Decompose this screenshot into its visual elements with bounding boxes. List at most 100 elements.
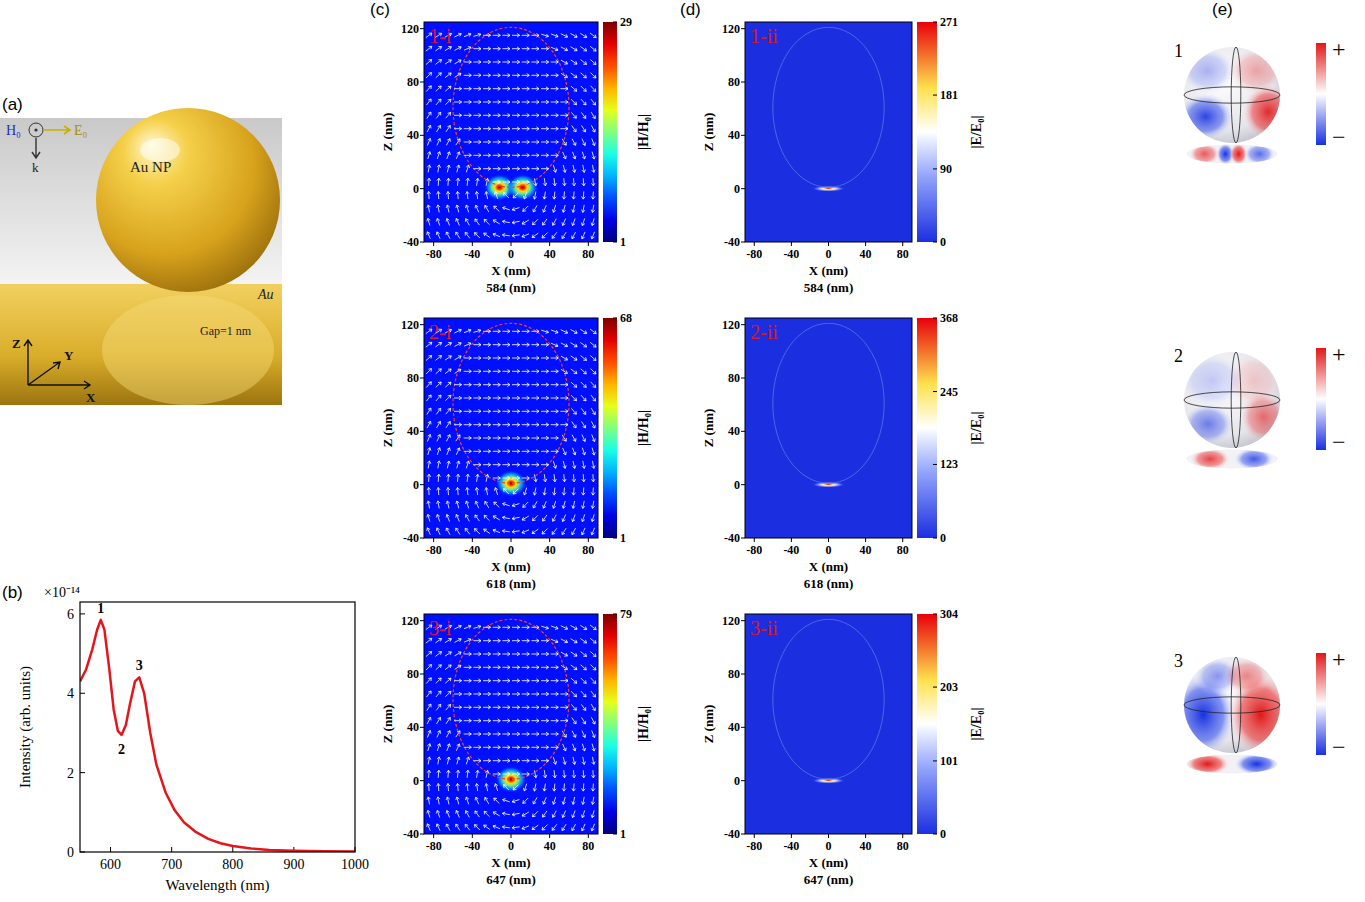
y-tick-label: -40 <box>724 235 740 249</box>
plot-frame <box>745 614 912 834</box>
y-tick <box>741 378 745 379</box>
y-tick <box>741 538 745 539</box>
y-tick <box>420 82 424 83</box>
colorbar-tick <box>933 614 937 615</box>
particle-outline <box>453 323 569 483</box>
x-tick <box>791 834 792 838</box>
meridian-line <box>1231 47 1241 143</box>
y-axis-title: Z (nm) <box>380 705 395 744</box>
x-tick-label: 0 <box>826 543 832 557</box>
x-tick <box>865 242 866 246</box>
x-tick <box>549 538 550 542</box>
wavelength-caption: 647 (nm) <box>486 872 535 887</box>
x-tick <box>754 538 755 542</box>
x-tick-label: 40 <box>860 839 872 853</box>
wavelength-caption: 584 (nm) <box>804 280 853 295</box>
colorbar-title: |H/H₀| <box>636 410 651 446</box>
charge-colorbar <box>1316 653 1326 755</box>
x-tick-label: 0 <box>508 543 514 557</box>
colorbar-tick <box>933 538 937 539</box>
axis-label: Y <box>64 348 74 363</box>
x-tick <box>828 538 829 542</box>
x-tick-label: -80 <box>746 543 762 557</box>
colorbar-tick-label: 1 <box>620 531 626 545</box>
field-label: k <box>32 160 39 175</box>
spectrum-line <box>80 620 355 852</box>
colorbar-title: |E/E₀| <box>969 412 984 445</box>
substrate-label: Au <box>257 287 274 302</box>
axis-label: Z <box>12 336 21 351</box>
x-tick-label: 40 <box>544 543 556 557</box>
plot-area <box>424 22 598 242</box>
y-tick <box>420 780 424 781</box>
x-tick <box>902 538 903 542</box>
y-tick <box>80 772 85 773</box>
y-tick-label: 120 <box>401 22 419 36</box>
x-tick-label: 80 <box>897 247 909 261</box>
plot-area <box>745 614 912 834</box>
equator-line <box>1184 392 1280 408</box>
colorbar-tick <box>933 687 937 688</box>
figure: (a)(b)(c)(d)(e)H₀E₀kAu NPAuGap=1 nmZYX60… <box>0 0 1365 902</box>
map-background <box>745 318 912 538</box>
y-tick-label: 40 <box>728 424 740 438</box>
colorbar-tick <box>613 22 617 23</box>
plot-area <box>80 620 355 852</box>
x-tick-label: 800 <box>222 857 243 872</box>
y-tick-label: 80 <box>407 75 419 89</box>
disk-patches <box>1185 752 1280 775</box>
hotspot <box>812 186 845 192</box>
y-tick-label: -40 <box>403 827 419 841</box>
charge-patch <box>1189 142 1221 165</box>
particle-outline <box>773 323 884 483</box>
reflection <box>102 295 274 405</box>
y-tick <box>420 620 424 621</box>
x-tick-label: 600 <box>100 857 121 872</box>
x-tick-label: -80 <box>746 839 762 853</box>
colorbar-tick-label: 245 <box>940 385 958 399</box>
disk-patches <box>1190 447 1275 470</box>
plot-area <box>745 318 912 538</box>
map-label: 1-i <box>429 25 452 47</box>
colorbar <box>917 614 937 834</box>
colorbar <box>917 22 937 242</box>
x-tick-label: -40 <box>783 839 799 853</box>
x-tick <box>754 834 755 838</box>
mode-label: 2 <box>1174 346 1183 366</box>
y-axis-title: Z (nm) <box>701 113 716 152</box>
h-field-symbol <box>34 128 37 131</box>
x-tick <box>232 847 233 852</box>
meridian-line <box>1231 657 1241 753</box>
colorbar-tick-label: 0 <box>940 531 946 545</box>
x-tick <box>865 538 866 542</box>
y-axis-title: Z (nm) <box>701 705 716 744</box>
y-tick-label: 40 <box>407 720 419 734</box>
y-tick <box>741 324 745 325</box>
y-tick <box>420 28 424 29</box>
y-tick-label: 80 <box>407 371 419 385</box>
x-tick-label: 80 <box>582 247 594 261</box>
h-field-symbol <box>29 123 43 137</box>
gold-substrate <box>0 284 282 405</box>
x-tick <box>588 242 589 246</box>
y-tick-label: -40 <box>403 235 419 249</box>
y-tick <box>420 674 424 675</box>
y-axis-title: Z (nm) <box>701 409 716 448</box>
y-tick <box>420 324 424 325</box>
field-map: -80-4004080-4004080120X (nm)584 (nm)Z (n… <box>701 15 984 295</box>
colorbar-tick-label: 1 <box>620 235 626 249</box>
wavelength-caption: 647 (nm) <box>804 872 853 887</box>
hotspot <box>812 778 845 784</box>
x-tick <box>549 834 550 838</box>
charge-patch <box>1243 142 1275 165</box>
equator-line <box>1184 87 1280 103</box>
x-tick <box>472 242 473 246</box>
charge-patch <box>1185 752 1231 775</box>
field-arrows <box>426 33 596 239</box>
x-axis-title: X (nm) <box>809 263 848 278</box>
field-map: -80-4004080-4004080120X (nm)584 (nm)Z (n… <box>380 15 651 295</box>
x-tick-label: 40 <box>860 247 872 261</box>
x-tick-label: 0 <box>508 839 514 853</box>
hotspot <box>812 482 845 488</box>
plot-frame <box>424 614 598 834</box>
